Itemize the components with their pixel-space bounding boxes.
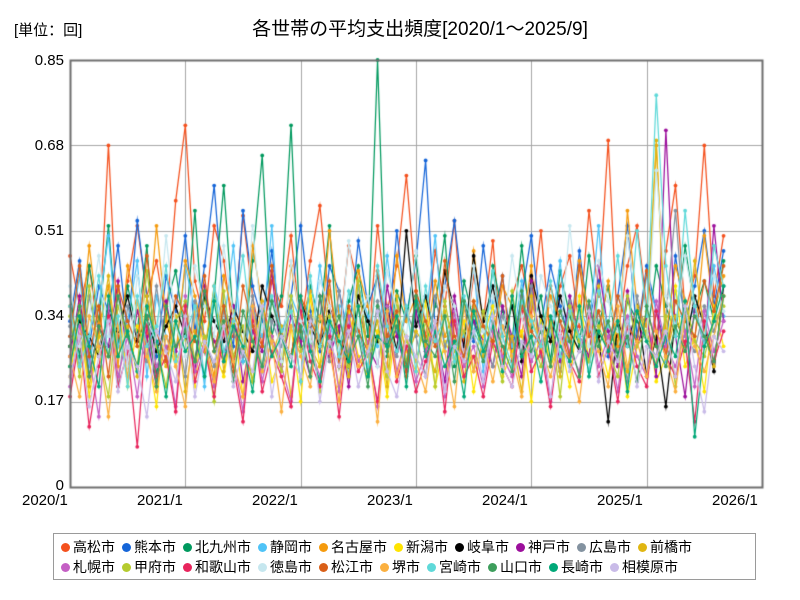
legend-label: 山口市 [500,559,542,575]
legend-item[interactable]: 札幌市 [61,560,115,574]
legend-marker-icon [380,562,389,572]
legend-item[interactable]: 相模原市 [610,560,678,574]
legend-label: 相模原市 [622,559,678,575]
legend-marker-icon [549,562,558,572]
legend-label: 静岡市 [270,539,312,555]
legend-item[interactable]: 長崎市 [549,560,603,574]
legend-marker-icon [610,562,619,572]
legend-marker-icon [183,542,192,552]
legend-label: 松江市 [331,559,373,575]
x-tick-label-0: 2020/1 [22,492,68,509]
legend-marker-icon [638,542,647,552]
legend-label: 北九州市 [195,539,251,555]
legend-label: 堺市 [392,559,420,575]
legend-item[interactable]: 熊本市 [122,540,176,554]
legend-marker-icon [319,542,328,552]
x-tick-label-2: 2022/1 [252,492,298,509]
legend-item[interactable]: 徳島市 [258,560,312,574]
legend-label: 高松市 [73,539,115,555]
legend-marker-icon [488,562,497,572]
legend-label: 長崎市 [561,559,603,575]
legend-label: 名古屋市 [331,539,387,555]
legend-marker-icon [319,562,328,572]
legend-label: 広島市 [589,539,631,555]
legend-marker-icon [122,562,131,572]
legend-marker-icon [258,542,267,552]
legend-item[interactable]: 甲府市 [122,560,176,574]
legend-marker-icon [394,542,403,552]
legend-label: 岐阜市 [467,539,509,555]
legend-item[interactable]: 宮崎市 [427,560,481,574]
legend-label: 前橋市 [650,539,692,555]
legend-item[interactable]: 和歌山市 [183,560,251,574]
y-tick-label-3: 0.34 [34,307,64,324]
legend-marker-icon [577,542,586,552]
chart-legend: 高松市 熊本市 北九州市 静岡市 名古屋市 新潟市 岐阜市 神戸市 広島市 前橋市 札幌市 甲府市 和… [53,533,756,580]
legend-item[interactable]: 高松市 [61,540,115,554]
legend-item[interactable]: 前橋市 [638,540,692,554]
legend-label: 宮崎市 [439,559,481,575]
legend-item[interactable]: 静岡市 [258,540,312,554]
legend-label: 熊本市 [134,539,176,555]
legend-item[interactable]: 名古屋市 [319,540,387,554]
legend-item[interactable]: 岐阜市 [455,540,509,554]
legend-item[interactable]: 松江市 [319,560,373,574]
legend-row-2: 札幌市 甲府市 和歌山市 徳島市 松江市 堺市 宮崎市 山口市 長崎市 相模原市 [54,557,755,577]
legend-label: 神戸市 [528,539,570,555]
x-tick-label-4: 2024/1 [482,492,528,509]
legend-label: 新潟市 [406,539,448,555]
y-tick-label-1: 0.68 [34,137,64,154]
legend-label: 和歌山市 [195,559,251,575]
legend-label: 札幌市 [73,559,115,575]
legend-marker-icon [122,542,131,552]
legend-marker-icon [61,562,70,572]
legend-marker-icon [455,542,464,552]
legend-item[interactable]: 広島市 [577,540,631,554]
x-tick-label-1: 2021/1 [137,492,183,509]
legend-item[interactable]: 神戸市 [516,540,570,554]
legend-item[interactable]: 北九州市 [183,540,251,554]
x-tick-label-3: 2023/1 [367,492,413,509]
legend-row-1: 高松市 熊本市 北九州市 静岡市 名古屋市 新潟市 岐阜市 神戸市 広島市 前橋市 [54,537,755,557]
legend-item[interactable]: 新潟市 [394,540,448,554]
y-tick-label-4: 0.17 [34,392,64,409]
legend-marker-icon [427,562,436,572]
y-tick-label-5: 0 [55,477,64,494]
legend-marker-icon [516,542,525,552]
y-tick-label-0: 0.85 [34,52,64,69]
legend-item[interactable]: 山口市 [488,560,542,574]
legend-label: 甲府市 [134,559,176,575]
legend-marker-icon [258,562,267,572]
x-tick-label-5: 2025/1 [597,492,643,509]
legend-marker-icon [61,542,70,552]
legend-item[interactable]: 堺市 [380,560,420,574]
y-tick-label-2: 0.51 [34,222,64,239]
legend-marker-icon [183,562,192,572]
x-tick-label-6: 2026/1 [712,492,758,509]
legend-label: 徳島市 [270,559,312,575]
